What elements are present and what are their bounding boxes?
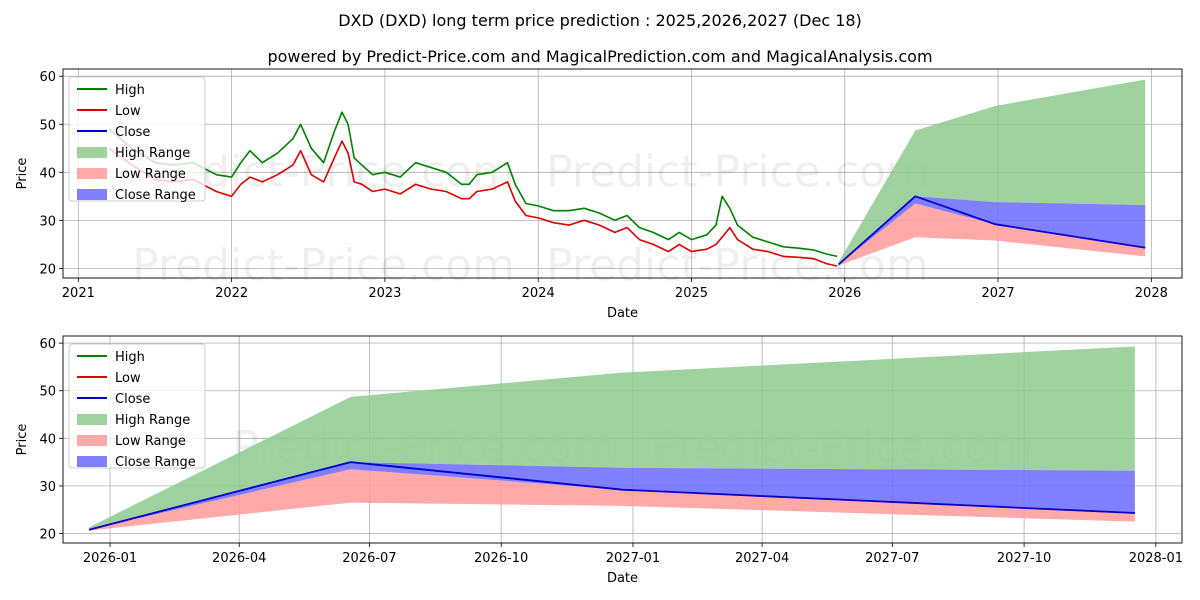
high-range-band xyxy=(89,346,1135,530)
chart-subtitle: powered by Predict-Price.com and Magical… xyxy=(267,47,932,66)
legend-label-high_range: High Range xyxy=(115,413,190,428)
y-tick-label: 40 xyxy=(39,166,56,181)
x-tick-label: 2028 xyxy=(1135,286,1168,301)
close-forecast-line xyxy=(88,461,1135,531)
y-tick-label: 50 xyxy=(39,118,56,133)
high-series-line xyxy=(108,111,838,258)
legend-label-close: Close xyxy=(115,125,150,140)
x-tick-label: 2023 xyxy=(368,286,401,301)
plot-area xyxy=(108,79,1146,267)
y-tick-label: 60 xyxy=(39,70,56,85)
axes-frame xyxy=(62,68,1183,279)
top-chart-panel: Predict-Price.com Predict-Price.comPredic… xyxy=(15,68,1183,321)
x-tick-label: 2027 xyxy=(982,286,1015,301)
x-tick-label: 2026 xyxy=(828,286,861,301)
legend-swatch-close_range xyxy=(77,189,107,200)
y-axis-label: Price xyxy=(15,424,30,456)
legend-swatch-low_range xyxy=(77,168,107,179)
close-range-band xyxy=(838,196,1146,265)
legend-label-low: Low xyxy=(115,371,141,386)
legend-label-low_range: Low Range xyxy=(115,434,186,449)
low-range-band xyxy=(838,203,1146,266)
legend-swatch-high_range xyxy=(77,414,107,425)
x-axis-label: Date xyxy=(607,306,638,321)
low-range-band xyxy=(89,469,1135,531)
legend-label-close_range: Close Range xyxy=(115,188,196,203)
y-tick-label: 30 xyxy=(39,214,56,229)
x-tick-label: 2027-07 xyxy=(865,551,919,566)
legend-label-close_range: Close Range xyxy=(115,455,196,470)
x-tick-label: 2026-07 xyxy=(342,551,396,566)
watermark-text: Predict-Price.com xyxy=(546,146,929,197)
legend-label-high_range: High Range xyxy=(115,146,190,161)
legend-swatch-low_range xyxy=(77,435,107,446)
legend: High Low Close High Range Low Range Close Ran… xyxy=(68,76,206,203)
axes-frame xyxy=(62,335,1183,544)
close-forecast-line xyxy=(838,195,1146,266)
x-tick-label: 2021 xyxy=(62,286,95,301)
x-tick-label: 2027-10 xyxy=(997,551,1051,566)
legend-label-close: Close xyxy=(115,392,150,407)
y-tick-label: 40 xyxy=(39,432,56,447)
x-tick-label: 2027-01 xyxy=(606,551,660,566)
x-axis-label: Date xyxy=(607,571,638,586)
legend-label-low: Low xyxy=(115,104,141,119)
x-tick-label: 2026-04 xyxy=(212,551,266,566)
high-range-band xyxy=(838,79,1146,265)
x-tick-label: 2028-01 xyxy=(1129,551,1183,566)
y-tick-label: 60 xyxy=(39,337,56,352)
legend-swatch-close_range xyxy=(77,456,107,467)
legend: High Low Close High Range Low Range Close Ran… xyxy=(68,343,206,470)
close-range-band xyxy=(89,462,1135,530)
x-tick-label: 2025 xyxy=(675,286,708,301)
watermark-text: Predict-Price.com xyxy=(132,240,515,291)
x-tick-label: 2024 xyxy=(522,286,555,301)
y-axis-label: Price xyxy=(15,158,30,190)
x-tick-label: 2026-01 xyxy=(83,551,137,566)
x-tick-label: 2022 xyxy=(215,286,248,301)
chart-title: DXD (DXD) long term price prediction : 2… xyxy=(338,11,862,30)
y-tick-label: 20 xyxy=(39,527,56,542)
low-series-line xyxy=(108,140,838,267)
y-tick-label: 30 xyxy=(39,480,56,495)
legend-label-high: High xyxy=(115,83,145,98)
plot-area xyxy=(88,346,1135,531)
x-tick-label: 2026-10 xyxy=(474,551,528,566)
legend-swatch-high_range xyxy=(77,147,107,158)
y-tick-label: 20 xyxy=(39,262,56,277)
bottom-chart-panel: Predict-Price.comPredict-Price.com2026-0… xyxy=(15,335,1183,586)
legend-label-high: High xyxy=(115,350,145,365)
legend-label-low_range: Low Range xyxy=(115,167,186,182)
y-tick-label: 50 xyxy=(39,385,56,400)
x-tick-label: 2027-04 xyxy=(735,551,789,566)
